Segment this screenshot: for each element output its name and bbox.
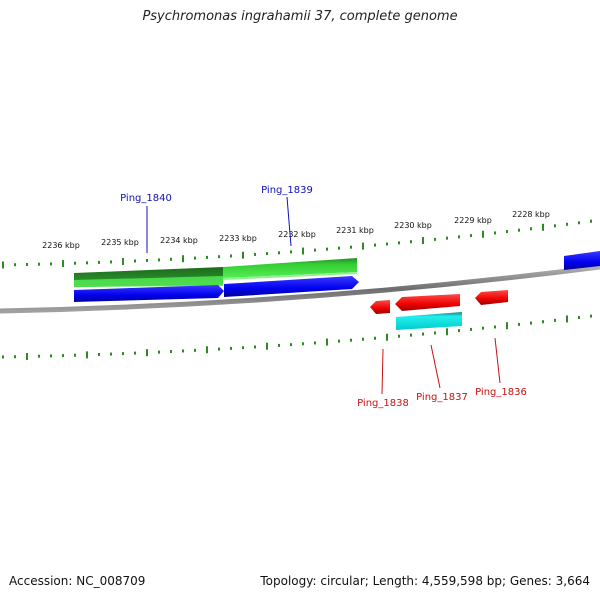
scale-labels: 2236 kbp 2235 kbp 2234 kbp 2233 kbp 2232 kbp… <box>42 210 550 250</box>
scale-label: 2236 kbp <box>42 241 80 250</box>
scale-label: 2232 kbp <box>278 230 316 239</box>
gene-labels: Ping_1840 Ping_1839 Ping_1838 Ping_1837 … <box>120 185 527 409</box>
scale-label: 2234 kbp <box>160 236 198 245</box>
scale-label: 2229 kbp <box>454 216 492 225</box>
gene-leader-lines <box>146 196 501 395</box>
scale-label: 2235 kbp <box>101 238 139 247</box>
map-title: Psychromonas ingrahamii 37, complete gen… <box>142 9 458 24</box>
scale-ticks-forward <box>2 219 592 269</box>
scale-label: 2231 kbp <box>336 226 374 235</box>
forward-cds-track <box>74 258 357 287</box>
genome-summary-text: Topology: circular; Length: 4,559,598 bp… <box>260 574 590 588</box>
gene-ping-1836[interactable] <box>475 290 508 305</box>
label-ping-1837[interactable]: Ping_1837 <box>416 392 468 403</box>
reverse-gene-track <box>370 290 508 314</box>
gene-ping-1840[interactable] <box>74 285 224 302</box>
genome-backbone <box>0 264 600 314</box>
scale-label: 2230 kbp <box>394 221 432 230</box>
accession-text: Accession: NC_008709 <box>9 574 146 588</box>
label-ping-1839[interactable]: Ping_1839 <box>261 185 313 196</box>
scale-label: 2228 kbp <box>512 210 550 219</box>
gene-ping-1838[interactable] <box>370 300 390 314</box>
label-ping-1840[interactable]: Ping_1840 <box>120 193 172 204</box>
gene-ping-1837[interactable] <box>395 294 460 311</box>
label-ping-1838[interactable]: Ping_1838 <box>357 398 409 409</box>
cds-ping-1839[interactable] <box>223 258 357 278</box>
scale-ticks-reverse <box>2 314 592 360</box>
gene-offscreen-right[interactable] <box>564 251 600 270</box>
label-ping-1836[interactable]: Ping_1836 <box>475 387 527 398</box>
scale-label: 2233 kbp <box>219 234 257 243</box>
gene-ping-1839[interactable] <box>224 276 359 297</box>
cds-ping-1837[interactable] <box>396 312 462 330</box>
forward-gene-track <box>74 251 600 302</box>
